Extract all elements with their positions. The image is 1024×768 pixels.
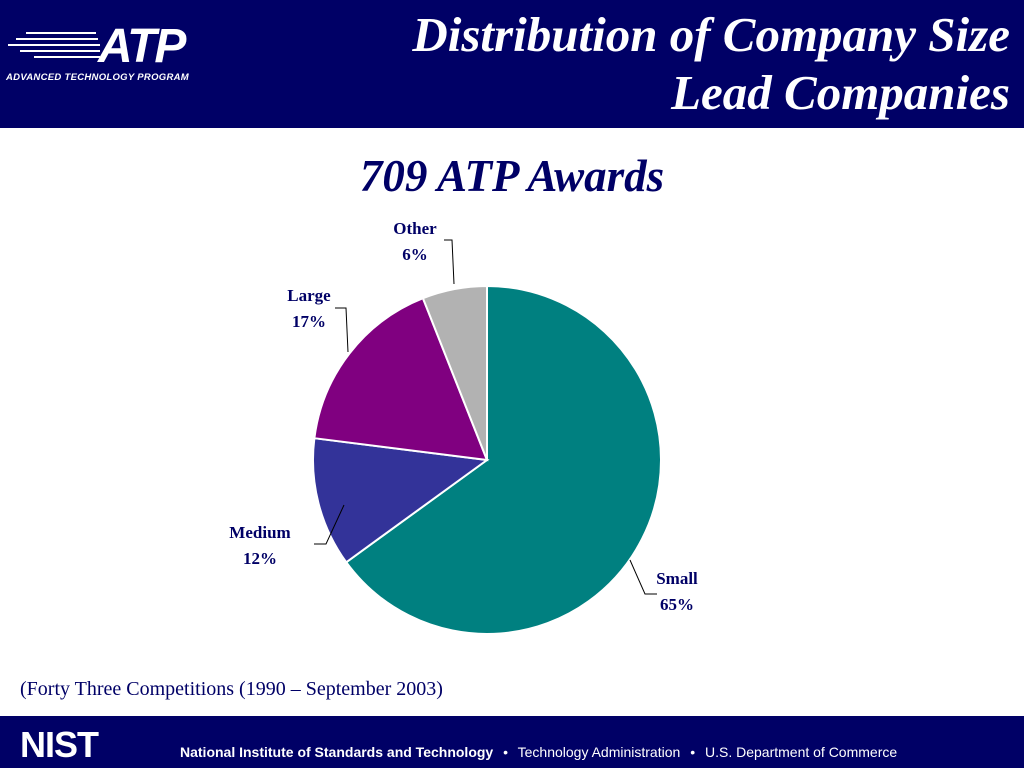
chart-title: 709 ATP Awards [359,151,665,201]
footer-agency: Technology Administration [517,744,681,760]
leader-line-other [444,239,455,285]
footer-org: National Institute of Standards and Tech… [180,744,494,760]
leader-line-small [629,559,657,595]
slice-label-medium: Medium [229,523,290,542]
footer-bullet-2: • [690,744,696,760]
footer-department: U.S. Department of Commerce [704,744,898,760]
leader-line-large [335,307,349,353]
atp-logo: ATP ADVANCED TECHNOLOGY PROGRAM [6,18,216,90]
slice-value-small: 65% [660,595,694,614]
slice-label-large: Large [287,286,331,305]
atp-logo-text: ATP [97,20,187,70]
slice-value-large: 17% [292,312,326,331]
pie-slice-large [313,296,489,462]
footer-bar: NIST National Institute of Standards and… [0,716,1024,768]
page-title: Distribution of Company Size Lead Compan… [412,6,1010,122]
footer-text: National Institute of Standards and Tech… [180,744,897,760]
leader-line-medium [314,504,345,545]
atp-logo-mark: ATP [8,20,189,73]
slice-label-other: Other [393,219,437,238]
atp-logo-subtitle: ADVANCED TECHNOLOGY PROGRAM [6,72,189,83]
pie-slice-other [421,284,488,461]
header-banner: ATP ADVANCED TECHNOLOGY PROGRAM Distribu… [0,0,1024,128]
title-line-1: Distribution of Company Size [412,7,1010,62]
footer-bullet-1: • [503,744,508,760]
pie-slice-medium [311,437,490,564]
nist-logo-text: NIST [20,727,99,761]
title-line-2: Lead Companies [671,65,1010,120]
competitions-note: (Forty Three Competitions (1990 – Septem… [20,678,443,700]
nist-logo: NIST [20,727,100,761]
slice-value-other: 6% [402,245,428,264]
slice-label-small: Small [656,569,698,588]
pie-slice-small [344,284,663,635]
slice-value-medium: 12% [243,549,277,568]
